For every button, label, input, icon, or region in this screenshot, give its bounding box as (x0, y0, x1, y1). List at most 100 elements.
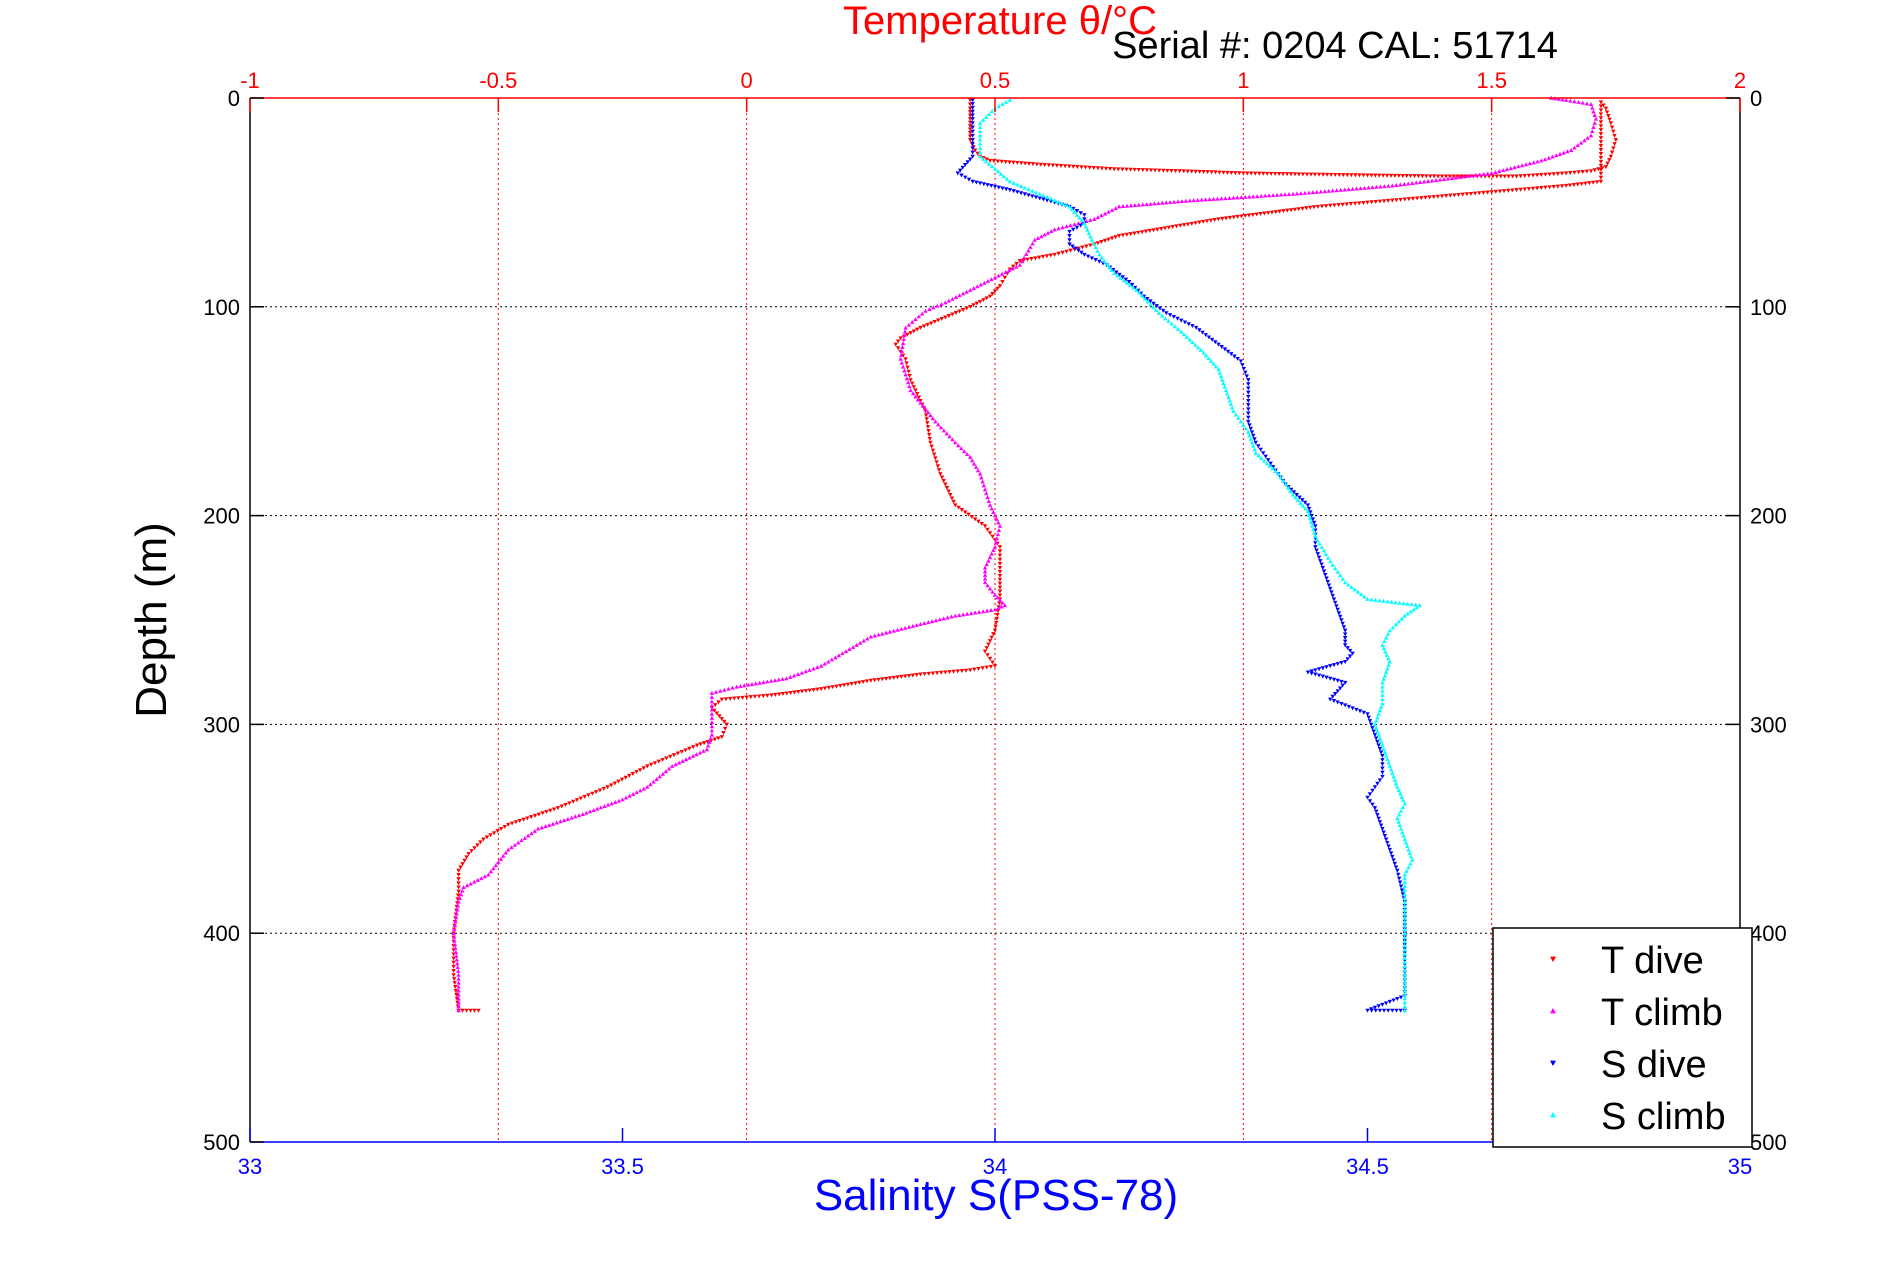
data-point (1173, 169, 1178, 174)
data-point (1331, 677, 1337, 682)
data-point (1247, 194, 1252, 199)
data-point (1007, 188, 1013, 193)
data-point (1402, 915, 1407, 920)
data-point (868, 634, 874, 639)
data-point (1109, 236, 1115, 241)
data-point (1423, 195, 1428, 200)
data-point (630, 771, 636, 776)
data-point (1185, 169, 1190, 174)
data-point (1345, 646, 1350, 651)
data-point (1380, 692, 1385, 697)
data-point (1302, 190, 1308, 195)
data-point (1402, 927, 1407, 932)
data-point (1429, 178, 1435, 183)
data-point (1342, 639, 1348, 644)
data-point (1584, 101, 1590, 106)
data-point (525, 816, 530, 821)
data-point (1219, 345, 1224, 349)
data-point (569, 815, 574, 820)
data-point (1380, 770, 1385, 775)
data-point (976, 609, 982, 614)
data-point (1395, 784, 1400, 789)
data-point (959, 669, 965, 674)
data-point (1102, 258, 1107, 263)
data-point (1374, 184, 1379, 189)
data-point (1072, 222, 1077, 227)
data-point (1555, 171, 1561, 176)
data-point (1236, 415, 1241, 420)
data-point (1493, 170, 1498, 174)
data-point (745, 682, 751, 687)
data-point (1246, 213, 1252, 218)
data-point (1186, 322, 1191, 327)
data-point (1378, 704, 1384, 709)
data-point (1132, 167, 1137, 172)
chart-title: Temperature θ/°C (843, 0, 1157, 43)
data-point (925, 425, 931, 430)
data-point (1568, 171, 1573, 176)
data-point (1313, 524, 1318, 529)
data-point (970, 98, 975, 103)
data-point (1598, 167, 1604, 172)
data-point (1067, 164, 1072, 169)
data-point (1313, 545, 1318, 550)
data-point (995, 159, 1001, 164)
data-point (1201, 170, 1206, 174)
data-point (994, 516, 999, 521)
data-point (967, 668, 973, 673)
data-point (1048, 196, 1054, 201)
data-point (1598, 120, 1604, 125)
data-point (883, 676, 889, 681)
data-point (726, 686, 731, 691)
data-point (484, 835, 490, 840)
data-point (1131, 285, 1136, 290)
data-point (1383, 837, 1389, 842)
data-point (1535, 159, 1540, 164)
data-point (1338, 187, 1343, 192)
data-point (1258, 212, 1263, 217)
data-point (452, 923, 458, 928)
data-point (671, 753, 677, 758)
data-point (544, 810, 549, 814)
data-point (749, 682, 755, 687)
data-point (479, 876, 484, 881)
data-point (1504, 167, 1510, 172)
data-point (997, 566, 1003, 570)
data-point (1568, 148, 1574, 152)
data-point (999, 159, 1004, 164)
data-point (1590, 129, 1595, 134)
data-point (899, 626, 904, 631)
data-point (1243, 213, 1248, 218)
data-point (1166, 225, 1172, 230)
data-point (995, 609, 1001, 614)
data-point (1556, 96, 1561, 101)
data-point (957, 293, 962, 298)
data-point (999, 271, 1005, 276)
data-point (1079, 165, 1084, 170)
data-point (1406, 847, 1411, 852)
data-point (529, 831, 534, 836)
data-point (1300, 503, 1306, 508)
data-point (984, 296, 989, 301)
data-point (1547, 185, 1552, 190)
data-point (927, 307, 932, 312)
data-point (1248, 426, 1253, 431)
data-point (950, 296, 955, 301)
data-point (1109, 207, 1115, 212)
data-point (1246, 415, 1251, 420)
data-point (1557, 151, 1563, 156)
data-point (826, 685, 832, 690)
data-point (995, 286, 1000, 291)
data-point (1390, 854, 1395, 859)
data-point (1015, 190, 1020, 195)
data-point (1231, 409, 1236, 413)
data-point (532, 828, 537, 833)
data-point (679, 749, 684, 754)
data-point (1112, 271, 1117, 276)
data-point (953, 440, 958, 445)
data-point (456, 885, 461, 890)
data-point (980, 156, 986, 161)
data-point (690, 753, 696, 758)
data-point (910, 391, 916, 396)
data-point (1413, 180, 1419, 185)
